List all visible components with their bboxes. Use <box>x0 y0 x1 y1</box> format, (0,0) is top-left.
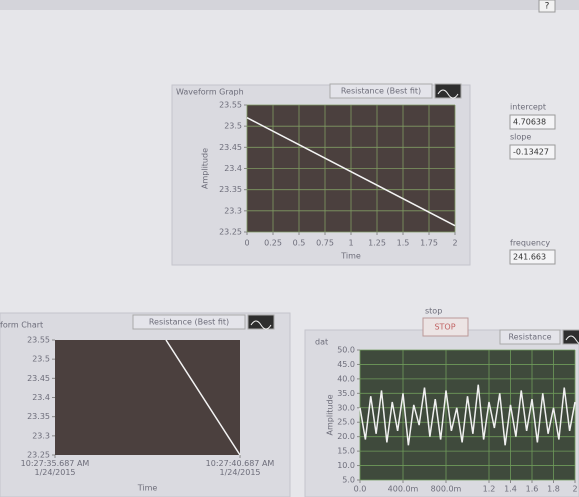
plot-area <box>55 340 240 455</box>
x-tick-label: 0.75 <box>316 239 334 248</box>
y-tick-label: 23.35 <box>27 412 50 421</box>
y-axis-label: Amplitude <box>201 148 210 189</box>
y-tick-label: 5.0 <box>342 476 355 485</box>
x-tick-label: 0.0 <box>354 485 367 494</box>
y-tick-label: 10.0 <box>337 461 355 470</box>
x-tick-label: 0 <box>244 239 249 248</box>
x-axis-label: Time <box>137 484 158 493</box>
x-tick-label: 0.25 <box>264 239 282 248</box>
y-tick-label: 25.0 <box>337 418 355 427</box>
intercept-value: 4.70638 <box>513 118 546 127</box>
x-tick-label: 2 <box>452 239 457 248</box>
plot-area <box>360 350 575 480</box>
slope-label: slope <box>510 133 531 142</box>
frequency-label: frequency <box>510 239 550 248</box>
y-tick-label: 23.55 <box>219 101 242 110</box>
y-tick-label: 23.45 <box>27 374 50 383</box>
frequency-value: 241.663 <box>513 253 546 262</box>
panel-canvas: ? intercept 4.70638 slope -0.13427 frequ… <box>0 0 579 497</box>
y-tick-label: 30.0 <box>337 403 355 412</box>
y-tick-label: 23.4 <box>32 393 50 402</box>
y-tick-label: 40.0 <box>337 374 355 383</box>
x-tick-label: 1.25 <box>368 239 386 248</box>
y-tick-label: 23.5 <box>224 122 242 131</box>
slope-value: -0.13427 <box>513 148 549 157</box>
y-tick-label: 23.3 <box>32 431 50 440</box>
x-tick-label: 1.6 <box>526 485 539 494</box>
y-tick-label: 23.4 <box>224 164 242 173</box>
x-tick-label: 10:27:35.687 AM 1/24/2015 <box>15 459 95 477</box>
chart-title: form Chart <box>0 321 43 330</box>
y-tick-label: 35.0 <box>337 389 355 398</box>
y-tick-label: 23.5 <box>32 355 50 364</box>
y-tick-label: 20.0 <box>337 432 355 441</box>
y-axis-label: Amplitude <box>326 394 335 435</box>
legend-label: Resistance (Best fit) <box>149 318 229 327</box>
help-text: ? <box>545 2 550 12</box>
chart-title: Waveform Graph <box>176 88 244 97</box>
x-tick-label: 1.4 <box>504 485 517 494</box>
x-tick-label: 1.5 <box>397 239 410 248</box>
y-tick-label: 50.0 <box>337 346 355 355</box>
y-tick-label: 23.35 <box>219 185 242 194</box>
y-tick-label: 23.45 <box>219 143 242 152</box>
y-tick-label: 45.0 <box>337 360 355 369</box>
y-tick-label: 23.25 <box>219 228 242 237</box>
x-tick-label: 0.5 <box>293 239 306 248</box>
x-tick-label: 400.0m <box>388 485 419 494</box>
front-panel: ? intercept 4.70638 slope -0.13427 frequ… <box>0 0 579 497</box>
x-tick-label: 800.0m <box>431 485 462 494</box>
x-tick-label: 10:27:40.687 AM 1/24/2015 <box>200 459 280 477</box>
intercept-label: intercept <box>510 103 546 112</box>
legend-label: Resistance (Best fit) <box>341 87 421 96</box>
y-tick-label: 15.0 <box>337 447 355 456</box>
toolbar <box>0 0 579 10</box>
chart-title: dat <box>315 338 328 347</box>
x-tick-label: 1.2 <box>483 485 496 494</box>
x-tick-label: 1.75 <box>420 239 438 248</box>
y-tick-label: 23.3 <box>224 206 242 215</box>
legend-swatch-box <box>563 330 579 344</box>
y-tick-label: 23.55 <box>27 336 50 345</box>
x-tick-label: 1.8 <box>547 485 560 494</box>
x-tick-label: 1 <box>348 239 353 248</box>
legend-label: Resistance <box>508 333 551 342</box>
x-axis-label: Time <box>340 252 361 261</box>
stop-button-text: STOP <box>434 323 455 332</box>
stop-label: stop <box>425 307 442 316</box>
x-tick-label: 2 <box>572 485 577 494</box>
